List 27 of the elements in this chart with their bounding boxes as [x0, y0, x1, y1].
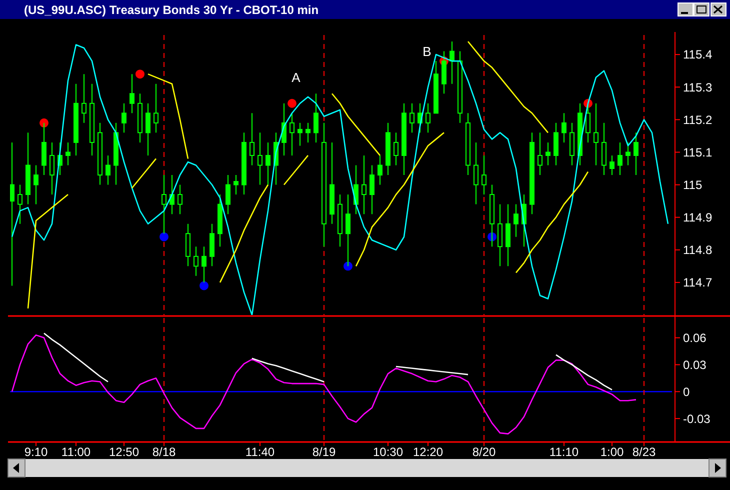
chart-title: (US_99U.ASC) Treasury Bonds 30 Yr - CBOT-10 min: [24, 3, 319, 17]
y-tick-label: 115: [683, 178, 702, 192]
y-tick-label: 115.3: [683, 80, 712, 94]
y-tick-label: 114.9: [683, 210, 712, 225]
y-tick-label: 0.03: [683, 358, 707, 372]
y-tick-label: 115.2: [683, 112, 712, 127]
x-tick-label: 9:10: [24, 445, 48, 459]
x-tick-label: 12:20: [412, 445, 444, 459]
y-tick-label: 115.1: [683, 145, 712, 160]
x-tick-label: 11:10: [549, 445, 579, 459]
annotation: A: [292, 70, 301, 85]
y-tick-label: 0: [683, 384, 690, 399]
x-tick-label: 8/18: [152, 445, 176, 459]
y-tick-label: 115.4: [683, 48, 712, 62]
x-tick-label: 1:00: [600, 445, 624, 459]
x-tick-label: 8/23: [632, 445, 656, 459]
annotation: B: [422, 44, 432, 59]
x-tick-label: 8/20: [472, 445, 496, 459]
y-tick-label: -0.03: [683, 412, 711, 426]
x-tick-label: 11:00: [61, 445, 91, 459]
x-tick-label: 12:50: [108, 445, 140, 459]
x-tick-label: 10:30: [372, 445, 404, 459]
y-tick-label: 114.8: [683, 243, 712, 258]
x-tick-label: 8/19: [312, 445, 336, 459]
y-tick-label: 0.06: [683, 330, 707, 345]
x-tick-label: 11:40: [245, 445, 275, 459]
y-tick-label: 114.7: [683, 276, 712, 290]
